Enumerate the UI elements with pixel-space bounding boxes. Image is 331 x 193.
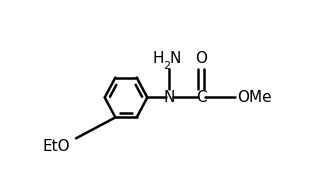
Text: 2: 2 [163, 61, 170, 70]
Text: H: H [153, 51, 164, 66]
Text: N: N [169, 51, 180, 66]
Text: OMe: OMe [237, 90, 272, 105]
Text: EtO: EtO [43, 139, 70, 154]
Text: O: O [195, 51, 207, 66]
Text: C: C [196, 90, 207, 105]
Text: N: N [164, 90, 175, 105]
